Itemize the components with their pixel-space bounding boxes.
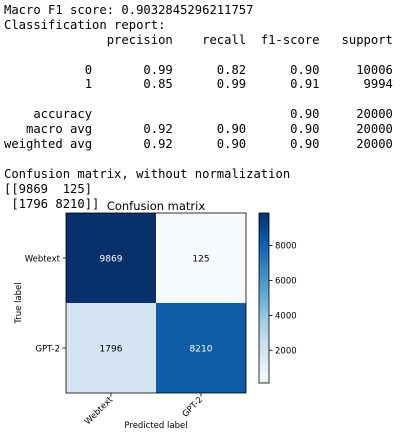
x-tick-label: Webtext xyxy=(83,395,116,428)
colorbar-tick-label: 6000 xyxy=(275,277,297,287)
report-line: precision recall f1-score support xyxy=(4,32,393,47)
report-line: Macro F1 score: 0.9032845296211757 xyxy=(4,3,254,17)
report-line: accuracy 0.90 20000 xyxy=(4,107,393,122)
classification-report-output: Macro F1 score: 0.9032845296211757 Classi… xyxy=(4,3,393,211)
report-line: 1 0.85 0.99 0.91 9994 xyxy=(4,77,393,92)
report-line: Classification report: xyxy=(4,17,166,32)
x-axis-label: Predicted label xyxy=(124,421,187,431)
report-line: Confusion matrix, without normalization xyxy=(4,166,291,181)
y-tick-label: Webtext xyxy=(25,255,61,265)
colorbar xyxy=(258,212,270,384)
matrix-frame xyxy=(65,212,247,394)
matrix-cell xyxy=(66,303,156,393)
matrix-cell xyxy=(66,213,156,303)
matrix-cell xyxy=(156,303,246,393)
cell-value-label: 1796 xyxy=(100,345,123,355)
cell-value-label: 8210 xyxy=(190,345,213,355)
report-line: [1796 8210]] xyxy=(4,196,100,211)
matrix-cell xyxy=(156,213,246,303)
cell-value-label: 9869 xyxy=(100,255,123,265)
report-line: macro avg 0.92 0.90 0.90 20000 xyxy=(4,122,393,137)
colorbar-tick-label: 8000 xyxy=(275,242,297,252)
chart-title: Confusion matrix xyxy=(107,199,206,213)
report-line: weighted avg 0.92 0.90 0.90 20000 xyxy=(4,137,393,152)
cell-value-label: 125 xyxy=(192,255,209,265)
y-axis-label: True label xyxy=(14,282,24,324)
report-line: [[9869 125] xyxy=(4,181,93,196)
colorbar-tick-label: 4000 xyxy=(275,311,297,321)
x-tick-label: GPT-2 xyxy=(181,395,205,419)
y-tick-label: GPT-2 xyxy=(35,345,60,355)
colorbar-tick-label: 2000 xyxy=(275,346,297,356)
report-line: 0 0.99 0.82 0.90 10006 xyxy=(4,62,393,77)
